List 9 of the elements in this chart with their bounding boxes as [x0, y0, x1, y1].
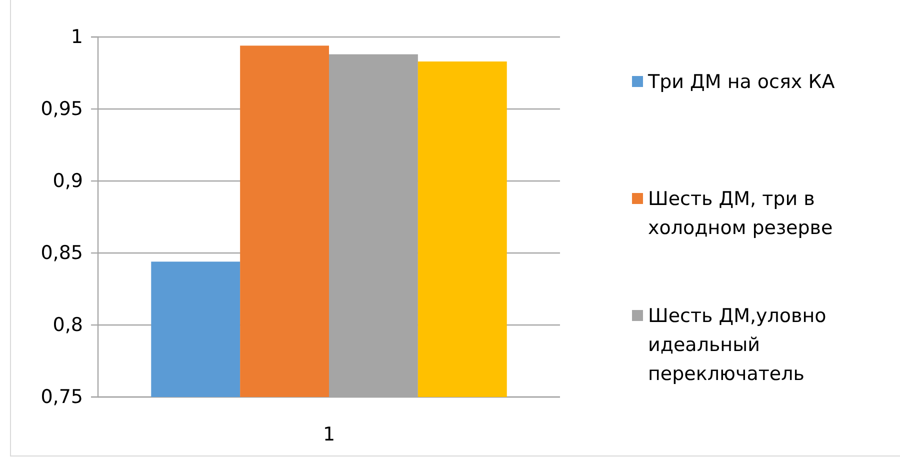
- legend-label: Три ДМ на осях КА: [647, 71, 835, 93]
- legend-label: Шесть ДМ,уловно идеальный переключатель: [648, 305, 826, 385]
- y-tick-label: 0,95: [40, 98, 83, 120]
- legend-label: Шесть ДМ, три в холодном резерве: [648, 188, 833, 239]
- y-tick-label: 1: [70, 26, 83, 48]
- y-tick-label: 0,85: [40, 242, 83, 264]
- y-tick-label: 0,75: [40, 386, 83, 408]
- y-tick-label: 0,9: [52, 170, 83, 192]
- y-tick-label: 0,8: [52, 314, 83, 336]
